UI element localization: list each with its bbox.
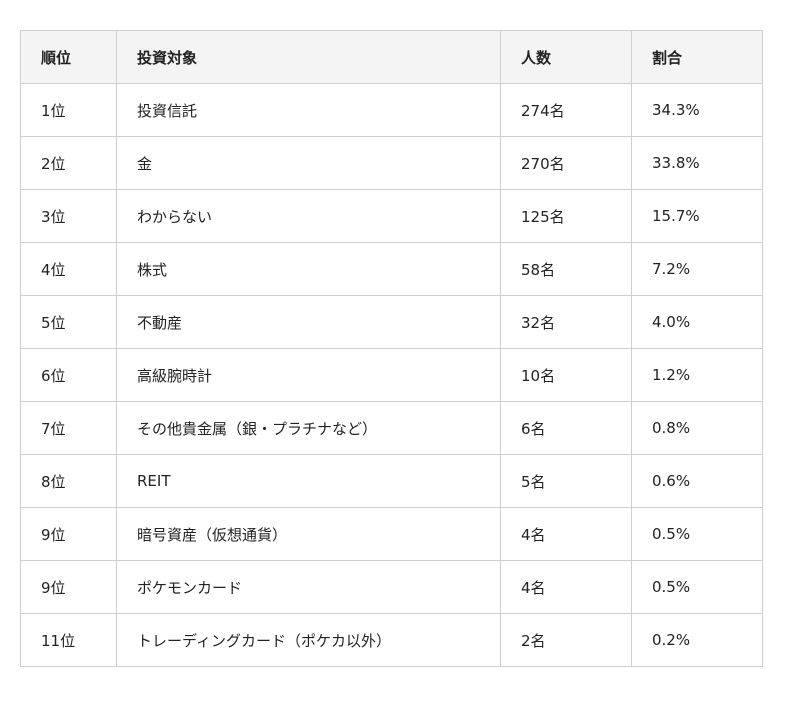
cell-people-count: 58名 [500,242,632,296]
cell-people-count: 32名 [500,295,632,349]
header-row: 順位 投資対象 人数 割合 [20,30,763,84]
table-row: 11位 トレーディングカード（ポケカ以外） 2名 0.2% [20,613,763,667]
cell-ratio: 7.2% [631,242,763,296]
header-rank: 順位 [20,30,117,84]
cell-people-count: 2名 [500,613,632,667]
cell-investment-target: REIT [116,454,501,508]
cell-ratio: 33.8% [631,136,763,190]
cell-investment-target: 株式 [116,242,501,296]
header-ratio: 割合 [631,30,763,84]
cell-investment-target: 不動産 [116,295,501,349]
cell-ratio: 0.5% [631,560,763,614]
investment-ranking-table: 順位 投資対象 人数 割合 1位 投資信託 274名 34.3% 2位 金 27… [20,30,763,667]
cell-rank: 5位 [20,295,117,349]
header-investment-target: 投資対象 [116,30,501,84]
cell-people-count: 4名 [500,507,632,561]
cell-investment-target: その他貴金属（銀・プラチナなど） [116,401,501,455]
table-row: 6位 高級腕時計 10名 1.2% [20,348,763,402]
cell-rank: 9位 [20,507,117,561]
cell-people-count: 4名 [500,560,632,614]
table-row: 9位 暗号資産（仮想通貨） 4名 0.5% [20,507,763,561]
cell-rank: 3位 [20,189,117,243]
cell-rank: 11位 [20,613,117,667]
cell-investment-target: 金 [116,136,501,190]
cell-investment-target: 投資信託 [116,83,501,137]
header-people-count: 人数 [500,30,632,84]
cell-investment-target: わからない [116,189,501,243]
table-row: 7位 その他貴金属（銀・プラチナなど） 6名 0.8% [20,401,763,455]
table-row: 9位 ポケモンカード 4名 0.5% [20,560,763,614]
cell-rank: 6位 [20,348,117,402]
cell-rank: 8位 [20,454,117,508]
cell-investment-target: トレーディングカード（ポケカ以外） [116,613,501,667]
cell-people-count: 10名 [500,348,632,402]
cell-rank: 2位 [20,136,117,190]
cell-people-count: 270名 [500,136,632,190]
cell-rank: 9位 [20,560,117,614]
cell-people-count: 6名 [500,401,632,455]
cell-ratio: 34.3% [631,83,763,137]
cell-people-count: 125名 [500,189,632,243]
cell-ratio: 0.5% [631,507,763,561]
cell-investment-target: 暗号資産（仮想通貨） [116,507,501,561]
cell-investment-target: ポケモンカード [116,560,501,614]
cell-investment-target: 高級腕時計 [116,348,501,402]
cell-ratio: 15.7% [631,189,763,243]
cell-ratio: 0.6% [631,454,763,508]
cell-rank: 1位 [20,83,117,137]
table-row: 1位 投資信託 274名 34.3% [20,83,763,137]
cell-people-count: 5名 [500,454,632,508]
table-row: 3位 わからない 125名 15.7% [20,189,763,243]
cell-rank: 4位 [20,242,117,296]
table-row: 2位 金 270名 33.8% [20,136,763,190]
table-header: 順位 投資対象 人数 割合 [20,30,763,84]
table-body: 1位 投資信託 274名 34.3% 2位 金 270名 33.8% 3位 わか… [20,83,763,667]
cell-people-count: 274名 [500,83,632,137]
table-row: 5位 不動産 32名 4.0% [20,295,763,349]
cell-rank: 7位 [20,401,117,455]
table-row: 4位 株式 58名 7.2% [20,242,763,296]
cell-ratio: 4.0% [631,295,763,349]
cell-ratio: 0.8% [631,401,763,455]
cell-ratio: 0.2% [631,613,763,667]
table-row: 8位 REIT 5名 0.6% [20,454,763,508]
cell-ratio: 1.2% [631,348,763,402]
